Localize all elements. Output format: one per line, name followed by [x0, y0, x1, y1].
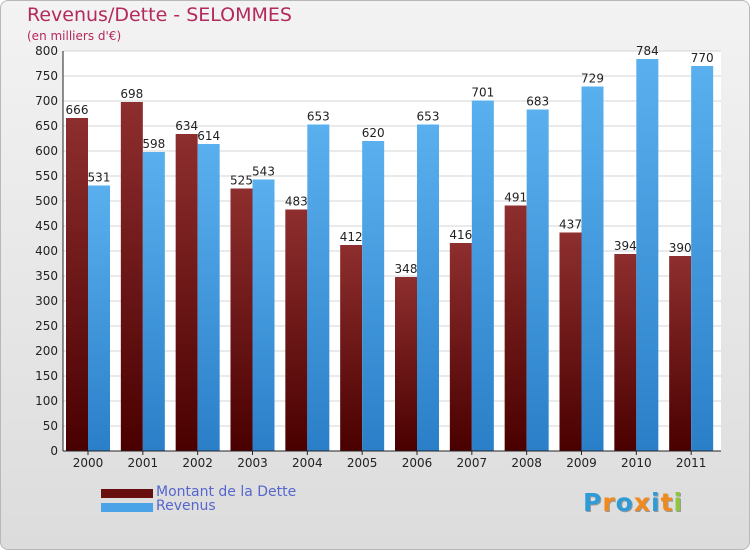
brand-letter: i [651, 488, 661, 517]
data-label-revenue-2011: 770 [691, 51, 714, 65]
bar-revenue-2001 [142, 152, 165, 451]
bar-debt-2003 [230, 188, 253, 451]
y-tick-label: 800 [35, 44, 58, 58]
y-tick-label: 300 [35, 294, 58, 308]
bar-revenue-2011 [691, 66, 714, 451]
data-label-revenue-2007: 701 [471, 86, 494, 100]
brand-letter: i [673, 488, 684, 517]
y-tick-label: 600 [35, 144, 58, 158]
x-tick-label: 2008 [511, 456, 542, 470]
data-label-revenue-2005: 620 [362, 126, 385, 140]
bar-revenue-2002 [197, 144, 220, 451]
legend-swatch-revenue [101, 503, 153, 512]
data-label-revenue-2009: 729 [581, 72, 604, 86]
data-label-debt-2001: 698 [120, 87, 143, 101]
y-tick-label: 450 [35, 219, 58, 233]
x-tick-label: 2002 [182, 456, 213, 470]
y-tick-label: 150 [35, 369, 58, 383]
data-label-revenue-2002: 614 [197, 129, 220, 143]
legend-label-debt: Montant de la Dette [156, 484, 297, 500]
x-tick-label: 2009 [566, 456, 597, 470]
bar-revenue-2000 [88, 185, 110, 451]
y-tick-label: 350 [35, 269, 58, 283]
bar-debt-2005 [340, 245, 363, 451]
data-label-debt-2011: 390 [669, 241, 692, 255]
bar-revenue-2006 [417, 124, 439, 451]
y-tick-label: 400 [35, 244, 58, 258]
y-tick-label: 100 [35, 394, 58, 408]
data-label-debt-2000: 666 [66, 103, 89, 117]
y-tick-label: 50 [43, 419, 58, 433]
brand-letter: r [602, 488, 616, 517]
data-label-revenue-2001: 598 [142, 137, 165, 151]
data-label-revenue-2004: 653 [307, 110, 330, 124]
y-tick-label: 0 [50, 444, 58, 458]
x-tick-label: 2005 [347, 456, 378, 470]
y-tick-label: 500 [35, 194, 58, 208]
bar-debt-2009 [559, 232, 582, 451]
brand-letter: P [583, 488, 603, 517]
x-tick-label: 2000 [73, 456, 104, 470]
bar-debt-2004 [285, 209, 308, 451]
data-label-debt-2007: 416 [449, 228, 472, 242]
bar-debt-2008 [504, 205, 527, 451]
y-tick-label: 650 [35, 119, 58, 133]
x-tick-label: 2011 [676, 456, 707, 470]
data-label-debt-2003: 525 [230, 174, 253, 188]
y-tick-label: 550 [35, 169, 58, 183]
bar-debt-2010 [614, 254, 637, 451]
y-tick-label: 250 [35, 319, 58, 333]
data-label-revenue-2000: 531 [88, 171, 111, 185]
data-label-revenue-2006: 653 [417, 110, 440, 124]
bar-revenue-2003 [252, 179, 275, 451]
legend-swatch-debt [101, 489, 153, 498]
bar-debt-2006 [395, 277, 417, 451]
brand-letter: o [615, 488, 634, 517]
data-label-debt-2008: 491 [504, 191, 527, 205]
bar-debt-2011 [669, 256, 692, 451]
y-tick-label: 200 [35, 344, 58, 358]
legend-label-revenue: Revenus [156, 498, 216, 514]
bar-revenue-2007 [471, 100, 494, 451]
data-label-debt-2009: 437 [559, 218, 582, 232]
bar-debt-2007 [449, 243, 472, 451]
bar-revenue-2010 [636, 59, 659, 451]
chart-title: Revenus/Dette - SELOMMES [27, 4, 292, 26]
brand-letter: x [633, 488, 651, 517]
data-label-debt-2006: 348 [395, 262, 418, 276]
x-tick-label: 2004 [292, 456, 323, 470]
bar-debt-2000 [66, 118, 88, 451]
data-label-debt-2005: 412 [340, 230, 363, 244]
bar-revenue-2008 [526, 109, 549, 451]
bar-revenue-2009 [581, 86, 604, 451]
proxiti-logo: Proxiti [583, 488, 683, 517]
y-tick-label: 750 [35, 69, 58, 83]
chart-subtitle: (en milliers d'€) [27, 29, 122, 43]
axis-layer: 0 50 100 150 200 250 300 350 400 450 500 550 600 650 7… [35, 44, 721, 470]
brand-letter: t [660, 488, 674, 517]
x-tick-label: 2001 [128, 456, 159, 470]
bar-revenue-2004 [307, 124, 330, 451]
y-tick-label: 700 [35, 94, 58, 108]
x-tick-label: 2010 [621, 456, 652, 470]
bar-debt-2001 [120, 102, 143, 451]
x-tick-label: 2003 [237, 456, 268, 470]
bar-debt-2002 [175, 134, 198, 451]
data-label-debt-2010: 394 [614, 239, 637, 253]
x-tick-label: 2006 [402, 456, 433, 470]
data-label-debt-2004: 483 [285, 195, 308, 209]
x-tick-label: 2007 [457, 456, 488, 470]
data-label-revenue-2008: 683 [526, 95, 549, 109]
data-label-revenue-2010: 784 [636, 44, 659, 58]
grid-layer [63, 50, 721, 452]
data-label-debt-2002: 634 [175, 119, 198, 133]
bars-layer [66, 59, 714, 451]
data-label-revenue-2003: 543 [252, 165, 275, 179]
bar-revenue-2005 [362, 141, 385, 451]
